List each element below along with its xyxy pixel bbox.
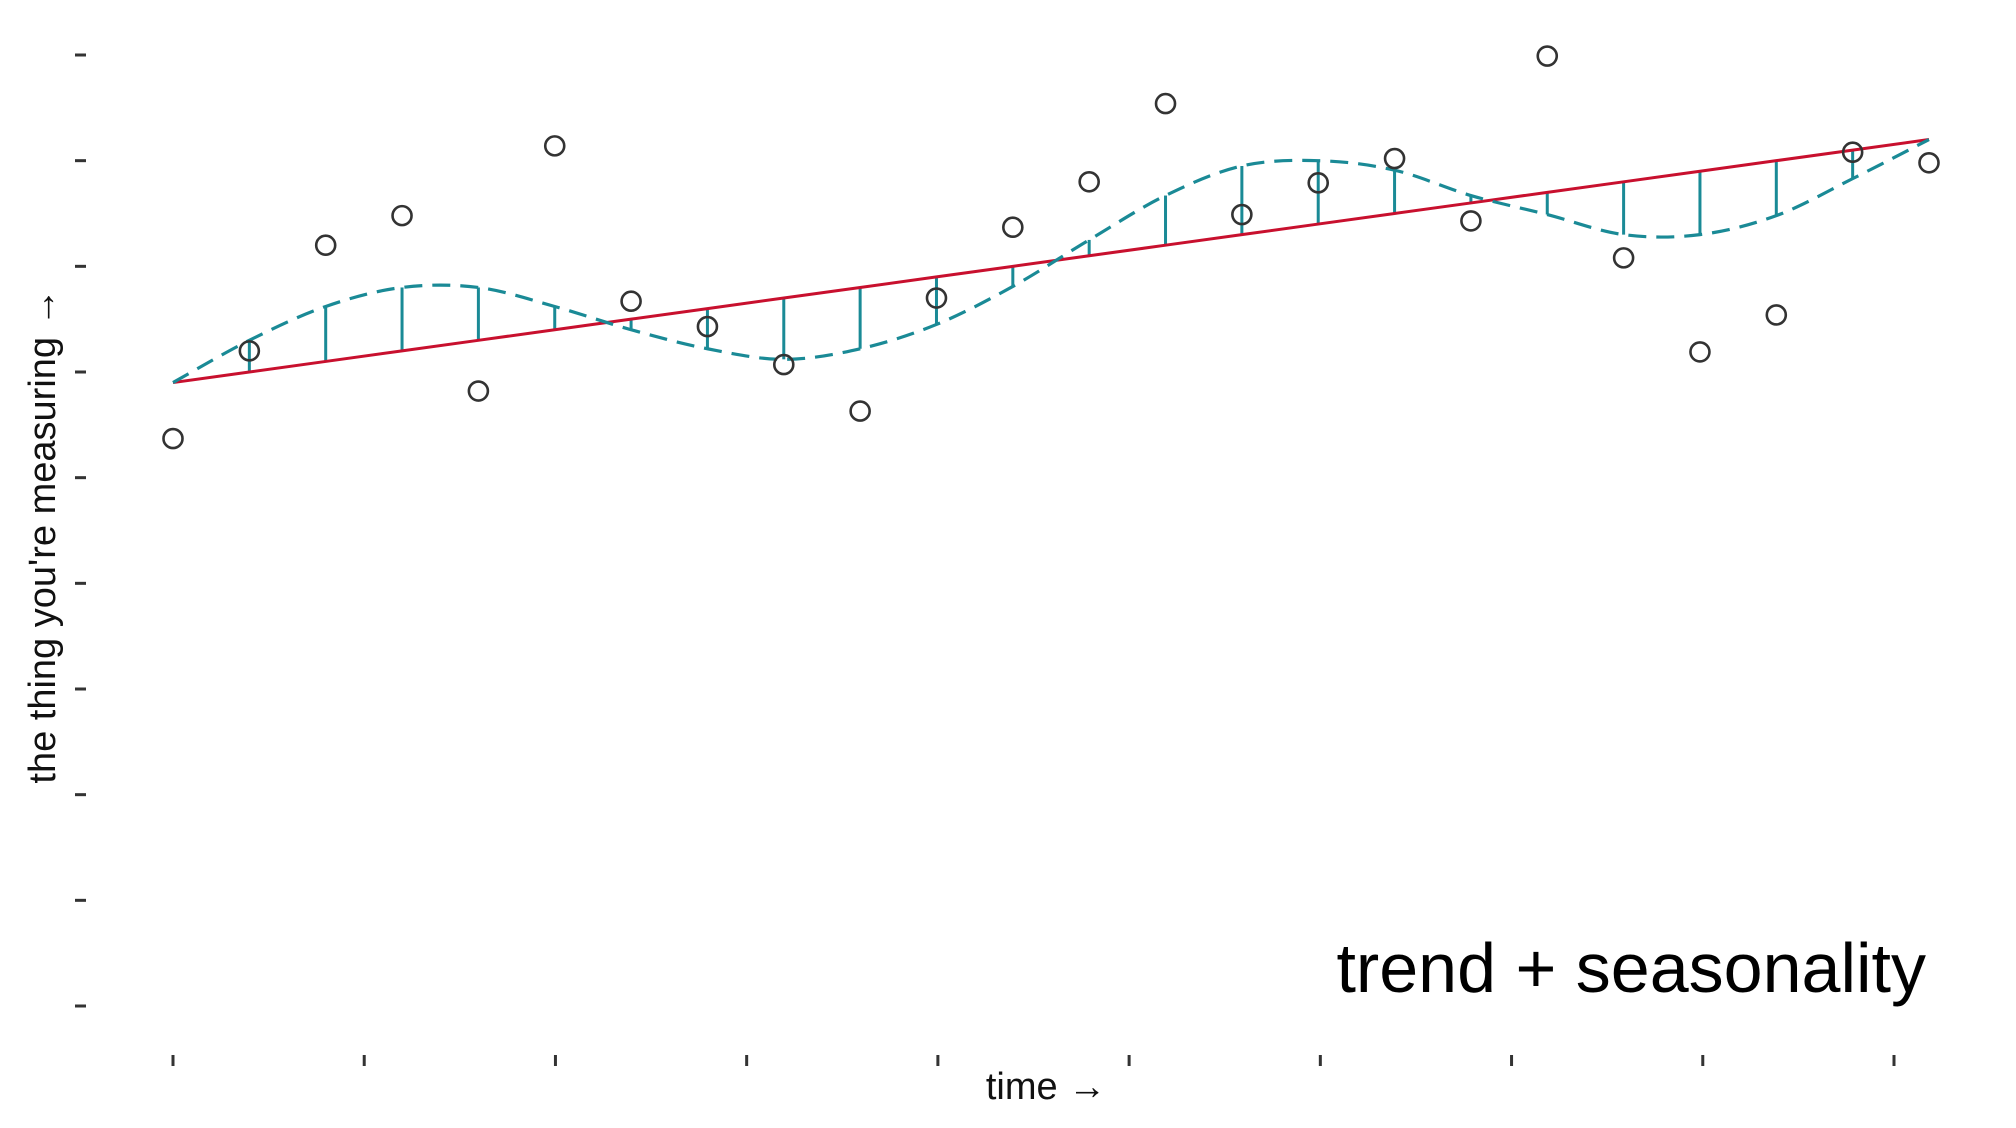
data-point [1918, 151, 1940, 174]
y-axis-ticks [75, 53, 86, 1008]
chart-annotation: trend + seasonality [1336, 929, 1926, 1007]
data-point [238, 340, 261, 362]
data-point [1231, 203, 1253, 226]
data-point [1612, 247, 1635, 269]
data-point [1383, 147, 1406, 170]
x-axis-label: time → [986, 1066, 1106, 1108]
data-point [1307, 172, 1330, 194]
y-axis-label: the thing you're measuring → [22, 288, 64, 783]
data-point [391, 204, 413, 227]
data-point [162, 427, 184, 450]
data-point [1841, 141, 1864, 164]
data-point [1536, 45, 1559, 67]
trend-line [172, 138, 1930, 385]
data-point [1765, 304, 1788, 326]
data-point [772, 353, 795, 376]
observed-points [162, 45, 1940, 450]
data-point [467, 380, 490, 402]
data-point [1689, 341, 1711, 363]
data-point [1460, 210, 1482, 232]
data-point [696, 315, 719, 338]
data-point [620, 290, 642, 313]
data-point [925, 287, 948, 309]
data-point [543, 135, 566, 157]
x-axis-ticks [171, 1055, 1896, 1066]
data-point [1154, 92, 1177, 115]
data-point [1078, 171, 1100, 193]
data-point [314, 234, 337, 256]
data-point [1002, 216, 1024, 239]
seasonal-residual-segments [247, 150, 1855, 372]
data-point [849, 400, 871, 422]
trend-seasonality-curve [172, 138, 1930, 384]
